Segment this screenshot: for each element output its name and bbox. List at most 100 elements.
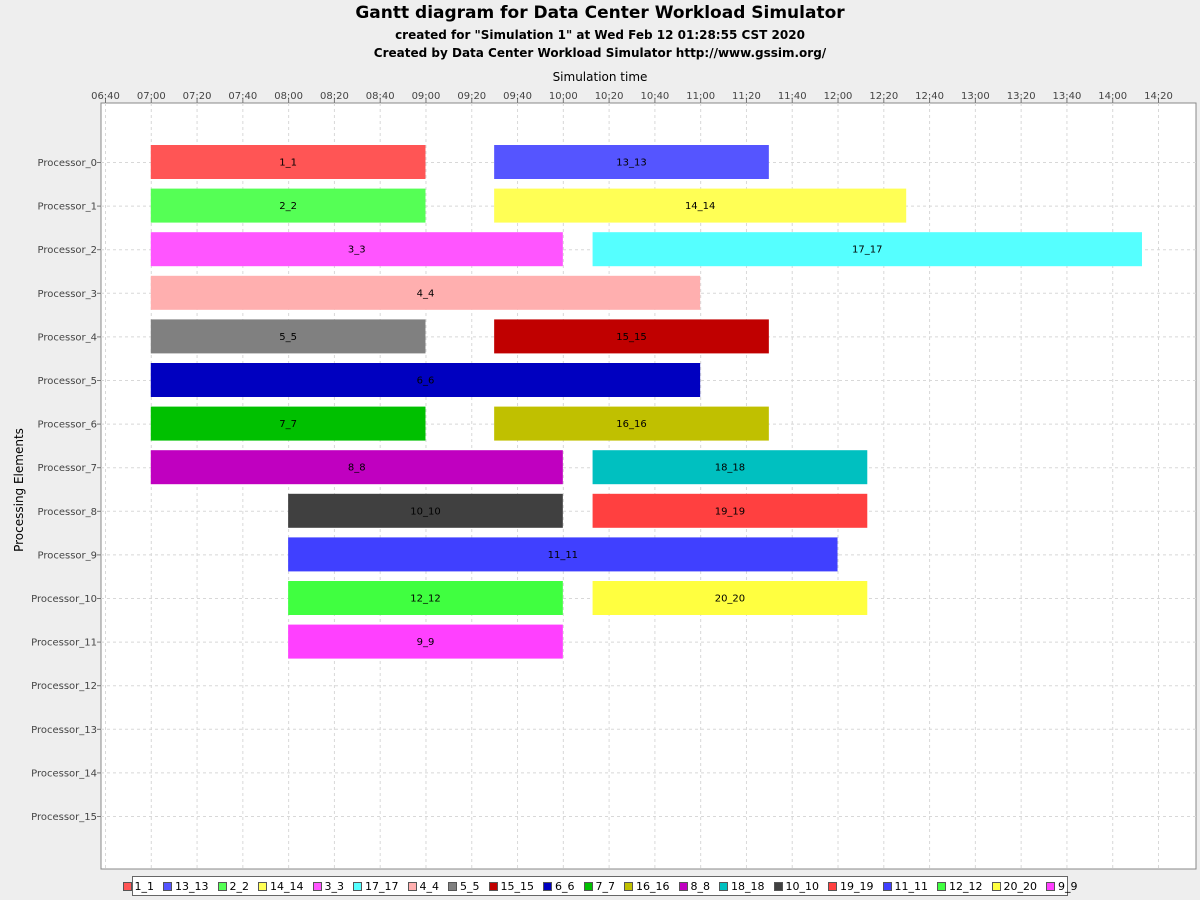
task-label: 13_13 — [616, 158, 646, 169]
y-tick-label: Processor_13 — [31, 725, 97, 736]
legend-label: 20_20 — [1003, 879, 1038, 893]
x-tick-label: 11:20 — [732, 91, 761, 102]
legend-label: 15_15 — [500, 879, 535, 893]
legend-swatch — [1046, 881, 1055, 891]
legend-swatch — [163, 881, 172, 891]
task-label: 20_20 — [715, 594, 745, 605]
legend-item: 20_20 — [991, 879, 1038, 893]
x-tick-label: 10:20 — [595, 91, 624, 102]
y-tick-label: Processor_0 — [37, 158, 97, 169]
legend-swatch — [937, 881, 946, 891]
task-bar — [592, 232, 1142, 267]
legend-label: 9_9 — [1058, 879, 1078, 893]
legend-swatch — [312, 881, 322, 891]
x-tick-label: 07:40 — [228, 91, 257, 102]
chart-subtitle-created-by: Created by Data Center Workload Simulato… — [373, 46, 827, 60]
legend-label: 8_8 — [690, 879, 711, 893]
x-tick-label: 09:20 — [457, 91, 486, 102]
legend-label: 4_4 — [419, 879, 440, 893]
legend-item: 7_7 — [583, 879, 616, 893]
task-bar — [494, 145, 769, 179]
legend-swatch — [543, 881, 552, 891]
legend-item: 11_11 — [882, 880, 928, 893]
task-label: 7_7 — [279, 419, 297, 430]
x-tick-label: 13:40 — [1053, 91, 1082, 102]
x-tick-label: 10:00 — [549, 91, 578, 102]
x-tick-label: 07:00 — [137, 91, 166, 102]
legend-label: 17_17 — [365, 879, 399, 893]
task-bar — [494, 319, 769, 354]
task-label: 8_8 — [348, 463, 366, 474]
legend-label: 16_16 — [636, 879, 670, 893]
legend-item: 12_12 — [937, 880, 983, 893]
task-bar — [150, 145, 426, 179]
legend-item: 18_18 — [719, 880, 765, 893]
y-tick-label: Processor_11 — [31, 638, 97, 649]
legend-item: 5_5 — [448, 880, 480, 893]
legend-label: 13_13 — [175, 879, 209, 893]
x-tick-label: 14:20 — [1144, 91, 1173, 102]
legend: 1_1 13_13 2_2 14_14 3_3 17_17 4_4 5_5 15_15 6_6 7_… — [122, 876, 1078, 896]
task-label: 14_14 — [685, 201, 715, 212]
legend-item: 8_8 — [678, 879, 711, 893]
x-axis-label: Simulation time — [552, 70, 648, 84]
grid-lines — [101, 103, 1196, 869]
legend-label: 7_7 — [595, 879, 616, 893]
legend-label: 18_18 — [731, 879, 765, 893]
task-bar — [150, 319, 426, 354]
legend-item: 3_3 — [312, 880, 344, 893]
legend-swatch — [624, 881, 633, 891]
x-tick-label: 08:40 — [366, 91, 395, 102]
y-tick-label: Processor_12 — [31, 681, 97, 692]
task-label: 10_10 — [410, 506, 440, 517]
y-tick-label: Processor_14 — [31, 768, 97, 779]
legend-label: 10_10 — [785, 879, 820, 893]
task-label: 5_5 — [279, 332, 297, 343]
task-label: 11_11 — [548, 550, 578, 561]
x-tick-label: 11:00 — [686, 91, 715, 102]
y-tick-label: Processor_4 — [37, 332, 97, 343]
legend-swatch — [991, 881, 1001, 891]
x-tick-label: 10:40 — [640, 91, 669, 102]
legend-item: 10_10 — [773, 879, 820, 893]
task-bar — [592, 450, 868, 485]
legend-label: 6_6 — [555, 879, 575, 893]
task-bar — [150, 406, 426, 441]
legend-label: 1_1 — [134, 879, 155, 893]
task-bar — [150, 232, 563, 267]
x-tick-label: 06:40 — [91, 91, 120, 102]
x-tick-label: 08:00 — [274, 91, 303, 102]
task-label: 16_16 — [616, 419, 646, 430]
legend-item: 9_9 — [1046, 880, 1078, 893]
legend-item: 16_16 — [624, 880, 670, 893]
task-bar — [150, 450, 563, 485]
task-bar — [150, 363, 701, 397]
legend-swatch — [407, 881, 417, 891]
x-tick-label: 08:20 — [320, 91, 349, 102]
task-label: 12_12 — [410, 594, 440, 605]
task-label: 19_19 — [715, 506, 745, 517]
y-tick-label: Processor_6 — [37, 420, 97, 431]
x-tick-label: 14:00 — [1098, 91, 1127, 102]
legend-item: 14_14 — [258, 880, 304, 893]
legend-swatch — [583, 881, 593, 891]
task-label: 3_3 — [348, 245, 366, 256]
task-bar — [592, 493, 868, 528]
legend-swatch — [678, 881, 688, 891]
plot-area — [100, 102, 1197, 870]
x-tick-label: 12:00 — [824, 91, 853, 102]
legend-label: 14_14 — [270, 879, 304, 893]
legend-swatch — [828, 881, 837, 891]
y-tick-label: Processor_10 — [31, 594, 97, 605]
legend-item: 13_13 — [163, 880, 209, 893]
y-tick-label: Processor_15 — [31, 812, 97, 823]
legend-item: 17_17 — [353, 880, 399, 893]
y-axis-ticks: Processor_0 Processor_1 Processor_2 Process… — [31, 158, 101, 823]
x-tick-label: 09:40 — [503, 91, 532, 102]
legend-swatch — [353, 881, 362, 891]
legend-item: 19_19 — [828, 880, 874, 893]
task-bar — [150, 275, 701, 310]
legend-label: 2_2 — [229, 879, 250, 893]
legend-label: 5_5 — [460, 879, 480, 893]
